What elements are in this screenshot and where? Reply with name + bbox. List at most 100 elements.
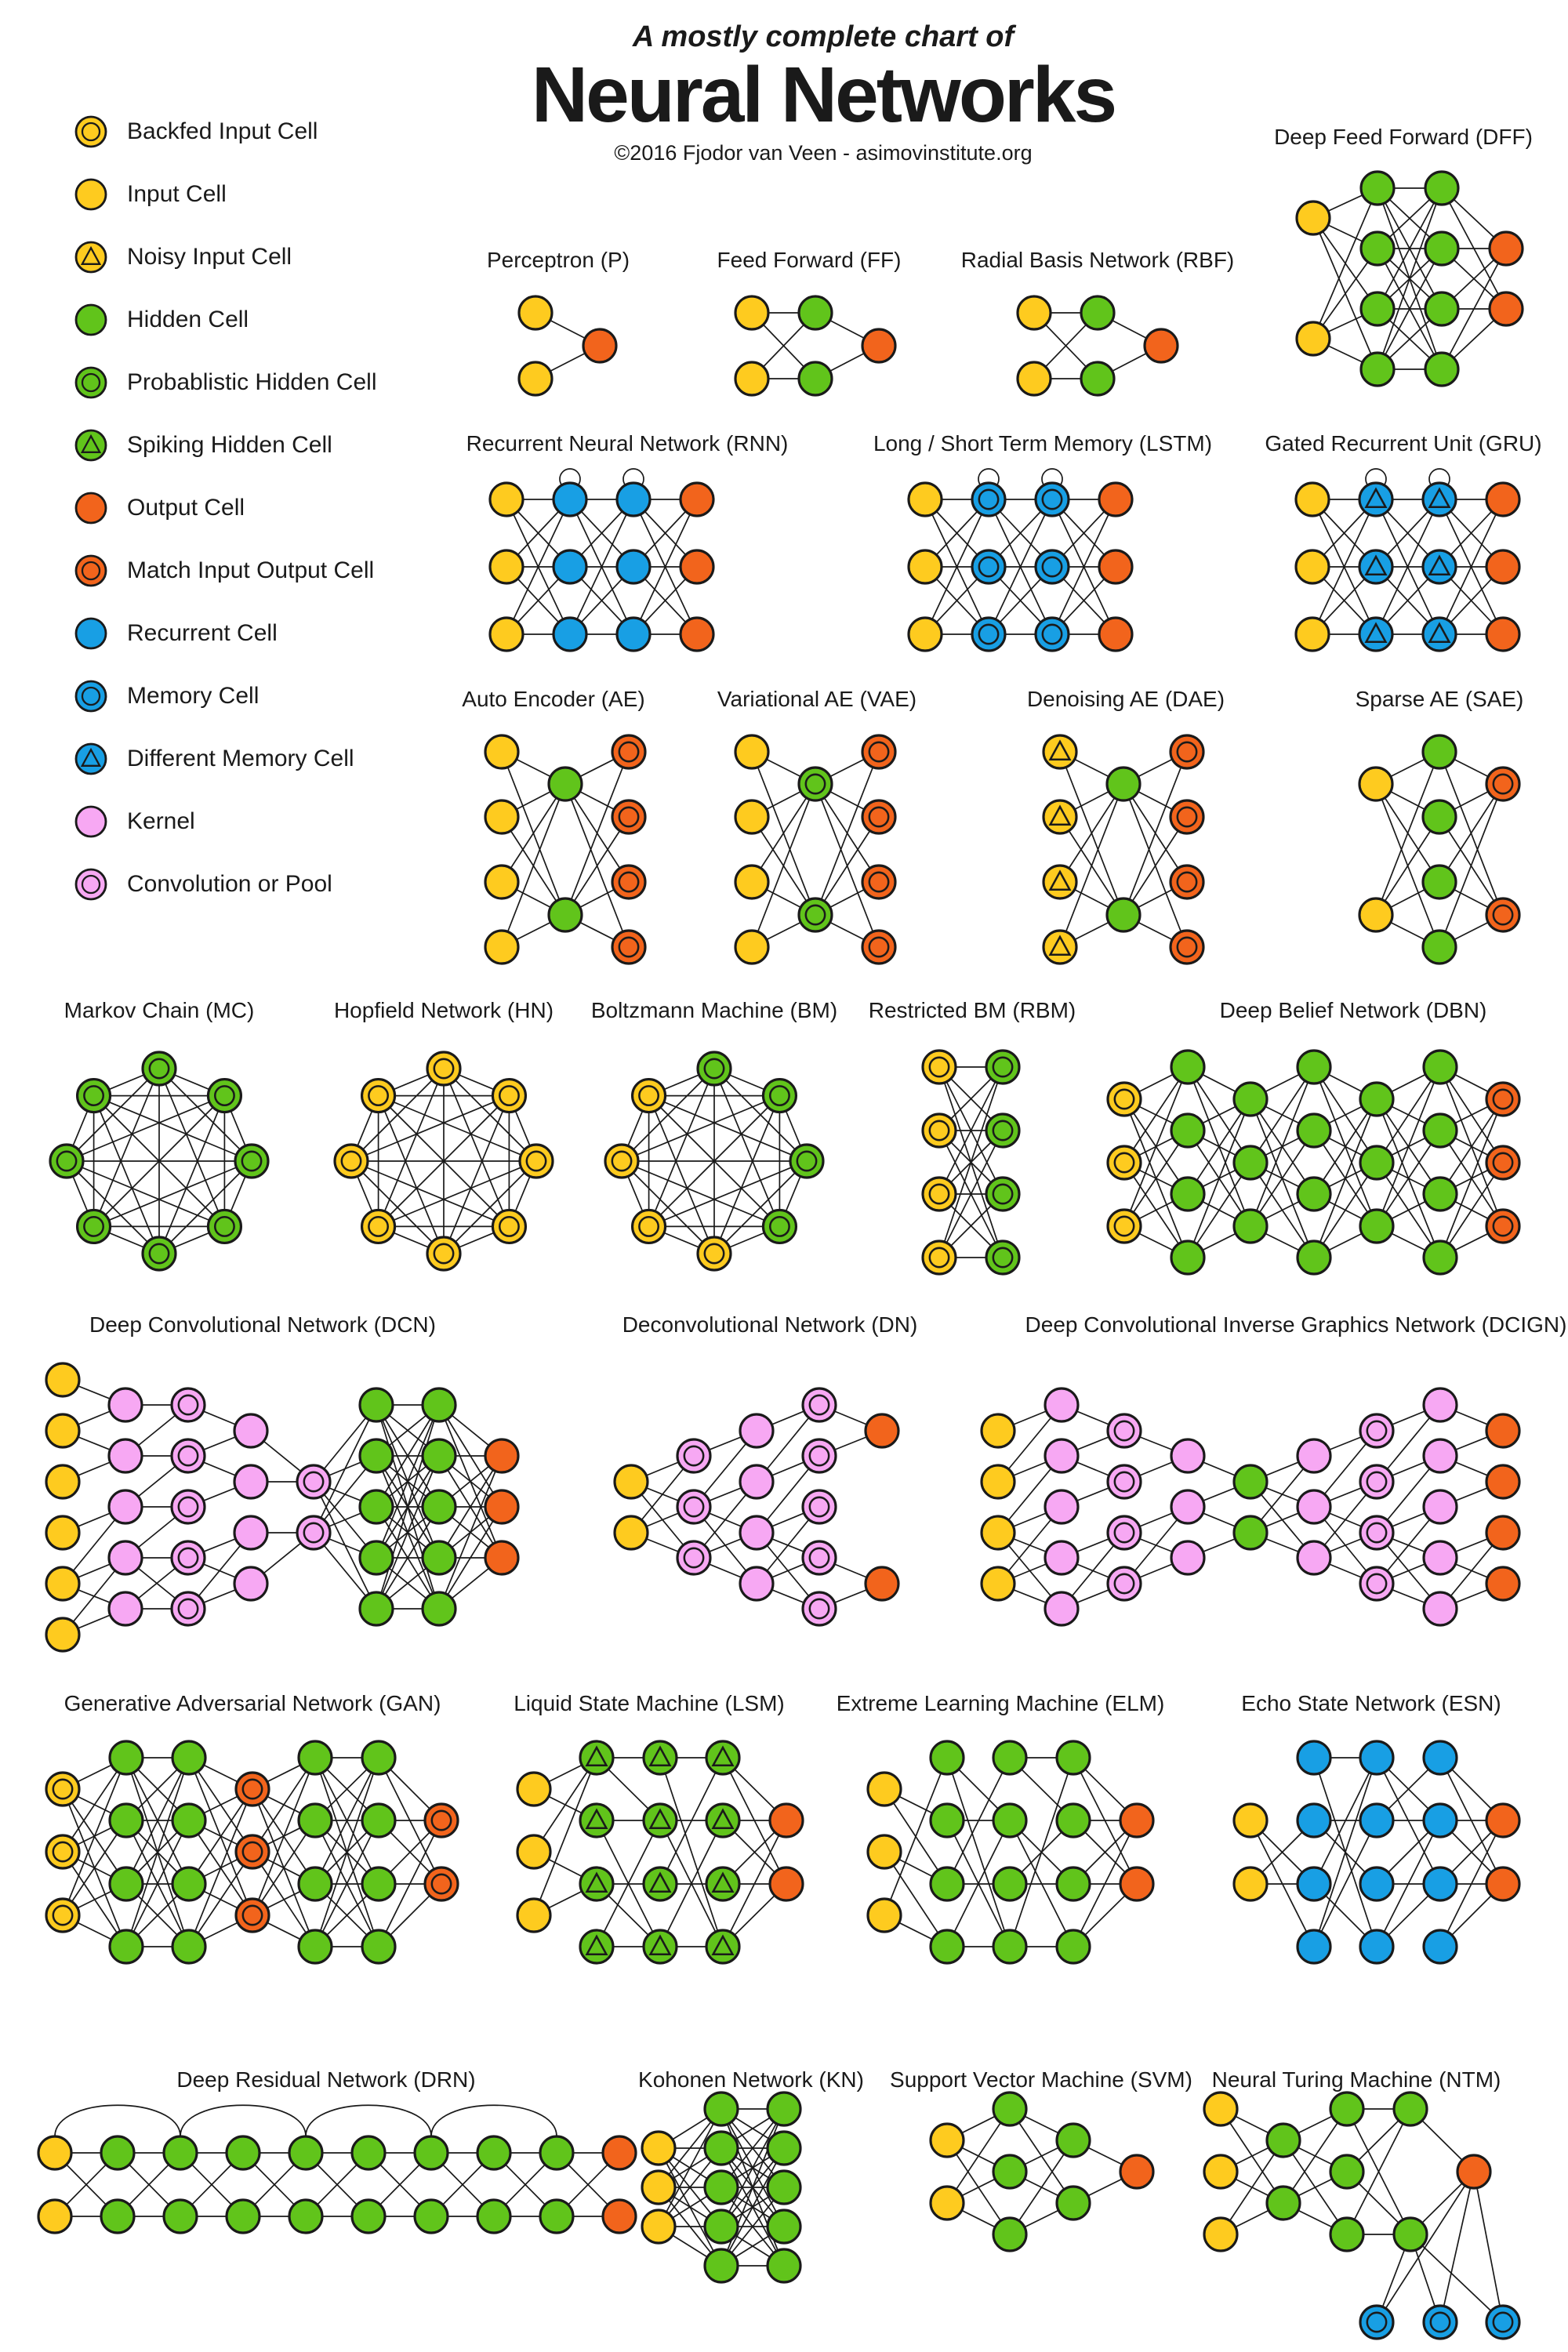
prob-cell (797, 897, 833, 933)
hidden-cell (476, 2135, 512, 2171)
memory-cell (1034, 481, 1070, 517)
kernel-cell (107, 1489, 143, 1525)
memory-cell (1422, 2304, 1458, 2340)
spiking-cell (642, 1740, 678, 1776)
prob-cell (985, 1240, 1021, 1276)
hidden-cell (1232, 1515, 1269, 1551)
conv-cell (296, 1464, 332, 1500)
hidden-cell (929, 1740, 965, 1776)
hidden-cell (703, 2209, 739, 2245)
network-edges (533, 1757, 787, 1947)
prob-cell (206, 1208, 243, 1245)
conv-cell (1359, 1413, 1395, 1449)
recurrent-cell (1296, 1740, 1332, 1776)
network-kn: Kohonen Network (KN) (638, 2067, 864, 2284)
input-cell (484, 734, 520, 770)
input-cell (929, 2185, 965, 2221)
hidden-cell (413, 2198, 449, 2234)
kernel-cell (74, 805, 107, 838)
noisy-cell (1042, 799, 1078, 835)
conv-cell (1106, 1464, 1142, 1500)
match-cell (611, 734, 647, 770)
match-cell (234, 1834, 270, 1870)
recurrent-cell (615, 481, 652, 517)
backfed-cell (921, 1049, 957, 1085)
hidden-cell (1232, 1208, 1269, 1244)
output-cell (1485, 1515, 1521, 1551)
hidden-cell (361, 1740, 397, 1776)
legend-item-diffmem: Different Memory Cell (72, 728, 377, 790)
conv-cell (801, 1438, 837, 1474)
input-cell (488, 549, 524, 585)
hidden-cell (171, 1866, 207, 1902)
memory-cell (1034, 616, 1070, 652)
prob-cell (141, 1051, 177, 1087)
match-cell (423, 1802, 459, 1838)
legend-label: Spiking Hidden Cell (127, 432, 332, 458)
memory-cell (971, 549, 1007, 585)
network-title: Deep Convolutional Inverse Graphics Netw… (1025, 1312, 1567, 1337)
input-cell (734, 864, 770, 900)
network-title: Denoising AE (DAE) (1027, 687, 1225, 711)
hidden-cell (1055, 1802, 1091, 1838)
network-edges (1123, 1066, 1504, 1258)
network-gan: Generative Adversarial Network (GAN) (45, 1691, 459, 1965)
hidden-cell (297, 1866, 333, 1902)
hidden-cell (1265, 2185, 1301, 2221)
hidden-cell (1421, 799, 1457, 835)
memory-cell (1034, 549, 1070, 585)
hidden-cell (1080, 361, 1116, 397)
hidden-cell (1422, 1240, 1458, 1276)
hidden-cell (1392, 2091, 1428, 2127)
hidden-cell (1055, 1740, 1091, 1776)
input-cell (484, 929, 520, 965)
network-mc: Markov Chain (MC) (49, 998, 270, 1272)
prob-cell (141, 1236, 177, 1272)
hidden-cell (547, 897, 583, 933)
network-title: Restricted BM (RBM) (869, 998, 1076, 1022)
hidden-cell (1422, 1049, 1458, 1085)
recurrent-cell (1422, 1866, 1458, 1902)
network-edges (884, 1757, 1138, 1947)
hidden-cell (1232, 1081, 1269, 1117)
hidden-cell (766, 2130, 802, 2166)
output-cell (1485, 1866, 1521, 1902)
kernel-cell (739, 1566, 775, 1602)
network-lstm: Long / Short Term Memory (LSTM) (873, 431, 1212, 652)
match-cell (1169, 799, 1205, 835)
hidden-cell (1422, 1112, 1458, 1149)
output-cell (484, 1540, 520, 1576)
backfed-cell (696, 1236, 732, 1272)
chart-header: A mostly complete chart of Neural Networ… (431, 20, 1215, 165)
conv-cell (1106, 1566, 1142, 1602)
kernel-cell (1422, 1540, 1458, 1576)
chart-tagline: A mostly complete chart of (632, 20, 1014, 53)
network-edges (1250, 1757, 1504, 1947)
hidden-cell (1296, 1049, 1332, 1085)
match-cell (1485, 1145, 1521, 1181)
input-cell (1358, 897, 1394, 933)
network-edges (938, 1066, 1004, 1258)
conv-cell (170, 1489, 206, 1525)
hidden-cell (992, 1866, 1028, 1902)
legend-item-spiking: Spiking Hidden Cell (72, 414, 377, 477)
legend-label: Input Cell (127, 181, 227, 207)
output-cell (679, 549, 715, 585)
conv-cell (170, 1540, 206, 1576)
input-cell (1203, 2154, 1239, 2190)
input-cell (516, 1771, 552, 1807)
network-sae: Sparse AE (SAE) (1356, 687, 1523, 965)
spiking-cell (705, 1866, 741, 1902)
hidden-cell (1329, 2091, 1365, 2127)
kernel-cell (107, 1438, 143, 1474)
network-svm: Support Vector Machine (SVM) (890, 2067, 1192, 2252)
network-edges (924, 468, 1116, 635)
input-cell (734, 295, 770, 331)
match-cell (1485, 1081, 1521, 1117)
conv-cell (170, 1387, 206, 1423)
output-cell (1488, 230, 1524, 267)
network-dff: Deep Feed Forward (DFF) (1274, 125, 1533, 387)
kernel-cell (739, 1464, 775, 1500)
hidden-cell (108, 1740, 144, 1776)
hidden-cell (297, 1740, 333, 1776)
